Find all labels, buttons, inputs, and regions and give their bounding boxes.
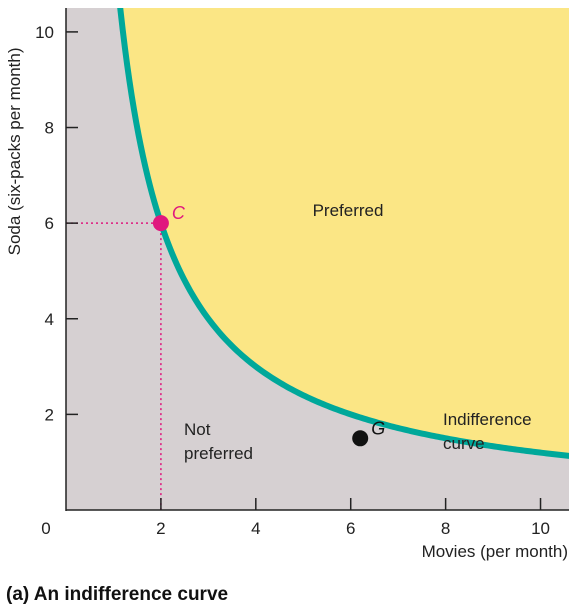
indifference-curve-line xyxy=(117,8,569,459)
preferred-label: Preferred xyxy=(313,201,384,220)
point-label-c: C xyxy=(172,203,186,223)
tick-marks xyxy=(66,31,542,510)
y-tick-label: 4 xyxy=(45,310,54,329)
axes xyxy=(65,8,569,511)
y-axis-title: Soda (six-packs per month) xyxy=(5,47,24,255)
x-axis-title: Movies (per month) xyxy=(422,542,568,561)
origin-label: 0 xyxy=(41,519,50,538)
tick-labels: 2 4 6 8 10 2 4 6 8 10 0 xyxy=(35,23,550,538)
x-tick-label: 4 xyxy=(251,519,260,538)
point-g xyxy=(352,430,369,447)
guide-lines xyxy=(66,222,162,510)
not-preferred-label-line1: Not xyxy=(184,420,211,439)
point-c xyxy=(152,215,169,232)
data-points: CG xyxy=(152,203,385,447)
curve-label-line2: curve xyxy=(443,434,485,453)
x-tick-label: 2 xyxy=(156,519,165,538)
not-preferred-label-line2: preferred xyxy=(184,444,253,463)
curve-label-line1: Indifference xyxy=(443,410,532,429)
y-tick-label: 2 xyxy=(45,405,54,424)
x-tick-label: 8 xyxy=(441,519,450,538)
y-tick-label: 6 xyxy=(45,214,54,233)
y-tick-label: 10 xyxy=(35,23,54,42)
plot-area xyxy=(66,8,569,510)
point-label-g: G xyxy=(371,418,385,438)
y-tick-label: 8 xyxy=(45,119,54,138)
x-tick-label: 6 xyxy=(346,519,355,538)
chart-caption: (a) An indifference curve xyxy=(6,584,229,605)
x-tick-label: 10 xyxy=(531,519,550,538)
